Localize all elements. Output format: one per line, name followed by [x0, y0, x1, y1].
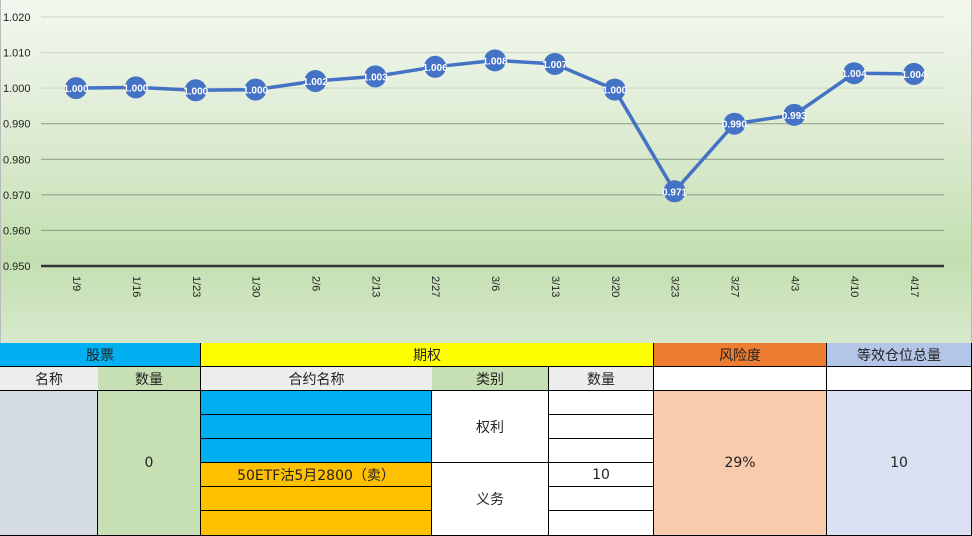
- data-point: [124, 76, 147, 99]
- contract-cell: [201, 415, 432, 439]
- data-label: 0.971: [662, 187, 687, 198]
- data-point: [484, 49, 506, 72]
- data-label: 1.000: [123, 83, 148, 94]
- stock-qty-cell: 0: [98, 391, 201, 536]
- data-point: [184, 79, 207, 102]
- y-tick-label: 1.010: [3, 48, 31, 60]
- data-label: 0.993: [782, 111, 807, 122]
- x-tick-label: 1/9: [70, 276, 82, 291]
- data-label: 1.000: [183, 86, 208, 97]
- x-tick-label: 3/23: [669, 276, 681, 297]
- x-tick-label: 3/27: [729, 276, 741, 297]
- risk-sub-empty: [654, 367, 827, 391]
- chart-svg: 0.950 0.960 0.970 0.980 0.990 1.000 1.010 1.020…: [3, 12, 944, 297]
- category-right: 权利: [432, 391, 549, 463]
- equiv-value: 10: [827, 391, 972, 536]
- col-opt-qty: 数量: [549, 367, 654, 391]
- y-tick-label: 1.000: [3, 83, 31, 95]
- series-line: [75, 58, 915, 195]
- y-tick-label: 0.970: [3, 190, 31, 202]
- data-point: [603, 78, 626, 101]
- header-option: 期权: [201, 343, 654, 367]
- contract-cell: [201, 391, 432, 415]
- x-tick-label: 3/13: [549, 276, 561, 297]
- stock-name-cell: [0, 391, 98, 536]
- data-point: [65, 77, 87, 100]
- data-point: [543, 52, 566, 75]
- contract-cell: 50ETF沽5月2800（卖）: [201, 463, 432, 487]
- opt-qty-cell: 10: [549, 463, 654, 487]
- equiv-sub-empty: [827, 367, 972, 391]
- data-label: 1.008: [482, 56, 507, 67]
- data-point: [723, 112, 746, 135]
- category-obligation: 义务: [432, 463, 549, 536]
- data-label: 1.007: [542, 60, 567, 71]
- opt-qty-cell: [549, 439, 654, 463]
- risk-value: 29%: [654, 391, 827, 536]
- header-equiv: 等效仓位总量: [827, 343, 972, 367]
- contract-cell: [201, 487, 432, 511]
- x-tick-label: 1/23: [190, 276, 202, 297]
- data-label: 1.006: [423, 63, 448, 74]
- opt-qty-cell: [549, 415, 654, 439]
- opt-qty-cell: [549, 487, 654, 511]
- data-label: 1.000: [602, 86, 627, 97]
- data-label: 1.000: [243, 86, 268, 97]
- y-tick-label: 0.960: [3, 225, 31, 237]
- data-label: 1.002: [303, 77, 328, 88]
- x-tick-label: 4/3: [788, 276, 800, 291]
- x-tick-label: 4/10: [848, 276, 860, 297]
- y-tick-label: 0.950: [3, 261, 31, 273]
- data-label: 0.990: [722, 120, 747, 131]
- data-point: [244, 78, 267, 101]
- data-point: [364, 65, 387, 88]
- x-tick-label: 3/6: [489, 276, 501, 291]
- col-name: 名称: [0, 367, 98, 391]
- opt-qty-cell: [549, 391, 654, 415]
- data-label: 1.003: [363, 72, 388, 83]
- contract-cell: [201, 439, 432, 463]
- y-tick-label: 0.980: [3, 154, 31, 166]
- data-point: [903, 62, 925, 85]
- data-point: [304, 70, 327, 93]
- x-tick-label: 3/20: [609, 276, 621, 297]
- data-point: [663, 180, 686, 203]
- y-tick-label: 0.990: [3, 119, 31, 131]
- net-value-line-chart: 0.950 0.960 0.970 0.980 0.990 1.000 1.010 1.020…: [0, 0, 972, 343]
- data-point: [424, 55, 447, 78]
- data-label: 1.004: [842, 69, 867, 80]
- col-category: 类别: [432, 367, 549, 391]
- x-tick-label: 1/30: [250, 276, 262, 297]
- opt-qty-cell: [549, 511, 654, 536]
- data-label: 1.000: [63, 84, 88, 95]
- col-qty: 数量: [98, 367, 201, 391]
- x-tick-label: 4/17: [908, 276, 920, 297]
- col-contract: 合约名称: [201, 367, 432, 391]
- data-label: 1.004: [901, 70, 926, 81]
- y-tick-label: 1.020: [3, 12, 31, 24]
- x-tick-label: 2/6: [310, 276, 322, 291]
- header-risk: 风险度: [654, 343, 827, 367]
- data-point: [843, 62, 866, 85]
- contract-cell: [201, 511, 432, 536]
- x-tick-label: 1/16: [130, 276, 142, 297]
- x-tick-label: 2/27: [429, 276, 441, 297]
- data-point: [783, 103, 806, 126]
- header-stock: 股票: [0, 343, 201, 367]
- x-tick-label: 2/13: [369, 276, 381, 297]
